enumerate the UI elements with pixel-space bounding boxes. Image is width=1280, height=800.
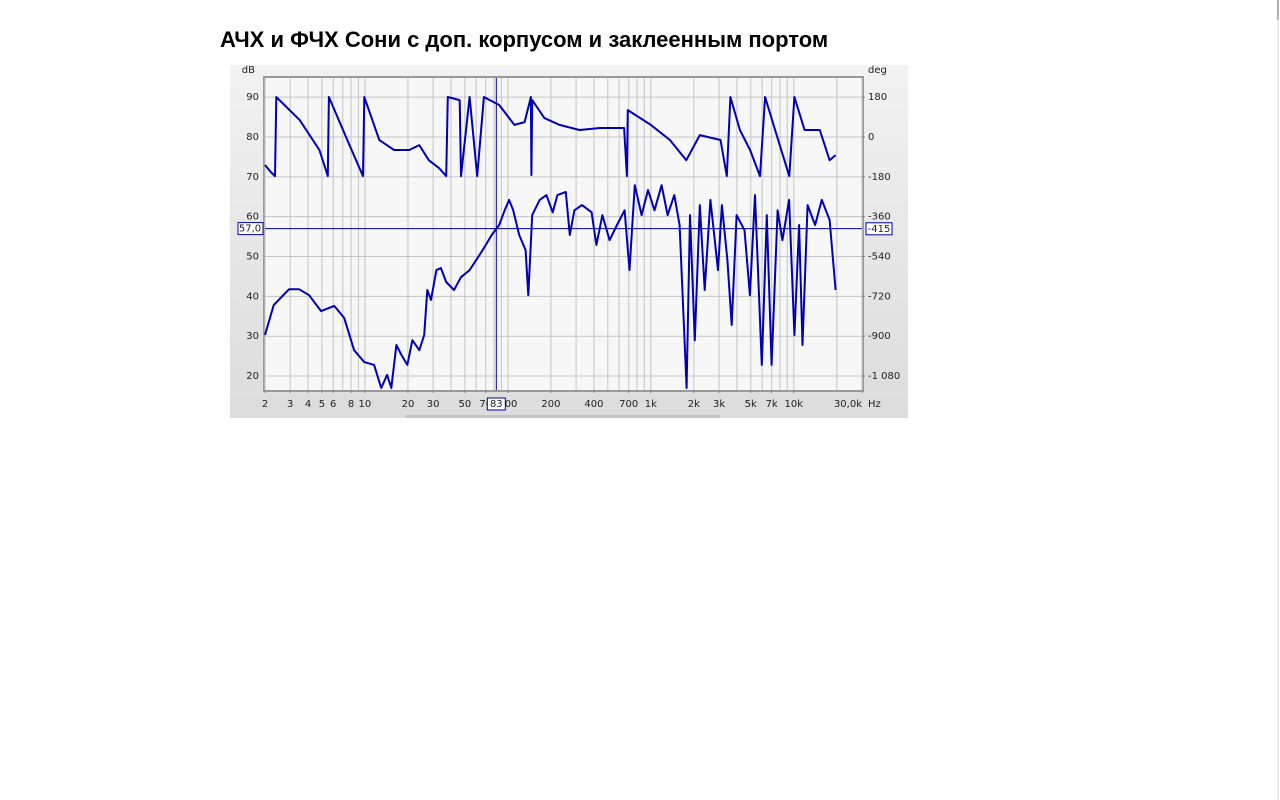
x-tick-label: 6 <box>330 399 336 410</box>
chart-title: АЧХ и ФЧХ Сони с доп. корпусом и заклеен… <box>220 27 829 52</box>
y-tick-label: 50 <box>246 252 259 263</box>
x-tick-label: 7k <box>766 399 778 410</box>
x-tick-label: 30,0k <box>834 399 862 410</box>
x-tick-label: 10 <box>359 399 372 410</box>
data-line <box>264 184 837 389</box>
y-tick-label: 20 <box>246 371 259 382</box>
x-tick-label: 70 <box>479 399 492 410</box>
x-tick-label: 400 <box>584 399 603 410</box>
y2-tick-label: 180 <box>868 92 887 103</box>
x-tick-label: 5k <box>745 399 757 410</box>
y2-tick-label: -540 <box>868 251 891 262</box>
cursor-x-label: 83 <box>490 399 503 410</box>
cursor-y2-label: -415 <box>868 224 891 235</box>
cursor-y-box <box>237 222 264 236</box>
x-tick-label: 700 <box>619 399 638 410</box>
x-tick-label: 1k <box>645 399 657 410</box>
x-tick-label: 20 <box>402 399 415 410</box>
x-axis-unit: Hz <box>868 399 881 410</box>
x-tick-label: 30 <box>427 399 440 410</box>
y-tick-label: 60 <box>246 212 259 223</box>
x-tick-label: 50 <box>458 399 471 410</box>
y2-tick-label: -900 <box>868 331 891 342</box>
y2-tick-label: 0 <box>868 132 874 143</box>
cursor-y-label: 57,0 <box>239 224 261 235</box>
x-tick-label: 2k <box>688 399 700 410</box>
x-tick-label: 200 <box>541 399 560 410</box>
y-tick-label: 80 <box>246 132 259 143</box>
x-tick-label: 4 <box>305 399 311 410</box>
x-tick-label: 10k <box>785 399 804 410</box>
data-line <box>264 96 837 178</box>
cursor-y2-box <box>865 222 893 236</box>
y2-tick-label: -180 <box>868 172 891 183</box>
scrollbar[interactable] <box>405 415 720 418</box>
x-tick-label: 3k <box>713 399 725 410</box>
x-tick-label: 3 <box>287 399 293 410</box>
y-tick-label: 30 <box>246 331 259 342</box>
y-axis-unit: dB <box>242 65 255 76</box>
x-tick-label: 8 <box>348 399 354 410</box>
x-tick-label: 100 <box>498 399 517 410</box>
y2-tick-label: -720 <box>868 291 891 302</box>
y2-tick-label: -1 080 <box>868 371 900 382</box>
cursor-x-box <box>486 397 506 411</box>
x-tick-label: 5 <box>319 399 325 410</box>
y-tick-label: 40 <box>246 291 259 302</box>
y2-axis-unit: deg <box>868 65 887 76</box>
y2-tick-label: -360 <box>868 212 891 223</box>
x-tick-label: 2 <box>262 399 268 410</box>
y-tick-label: 90 <box>246 92 259 103</box>
y-tick-label: 70 <box>246 172 259 183</box>
